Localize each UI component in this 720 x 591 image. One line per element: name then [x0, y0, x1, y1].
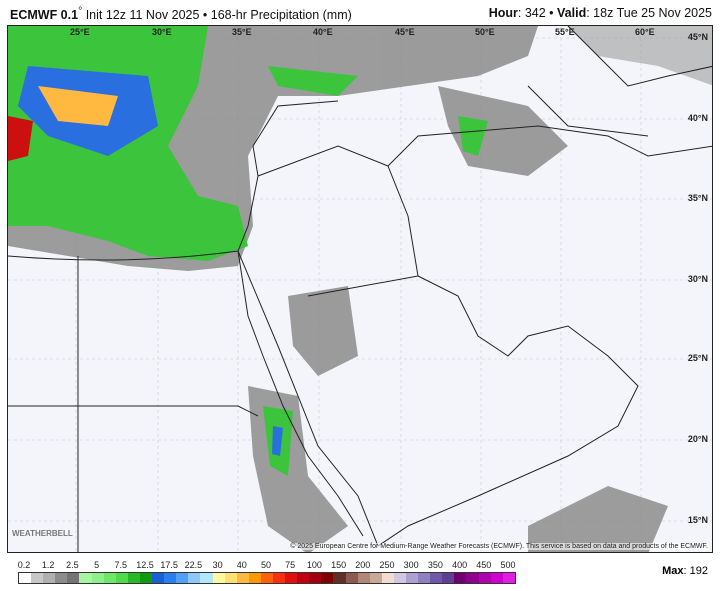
colorbar-swatch: [502, 573, 515, 583]
legend-tick-label: 50: [260, 560, 272, 570]
colorbar-swatch: [345, 573, 358, 583]
colorbar-swatch: [478, 573, 491, 583]
legend-tick-label: 250: [379, 560, 395, 570]
colorbar-swatch: [164, 573, 177, 583]
colorbar-swatch: [406, 573, 419, 583]
legend-tick-label: 22.5: [184, 560, 203, 570]
colorbar-swatch: [418, 573, 431, 583]
legend-tick-label: 17.5: [160, 560, 178, 570]
colorbar-swatch: [79, 573, 92, 583]
colorbar-swatch: [67, 573, 80, 583]
colorbar-swatch: [369, 573, 382, 583]
lon-label: 60°E: [635, 27, 655, 37]
colorbar-swatch: [285, 573, 298, 583]
lat-label: 20°N: [687, 434, 708, 444]
lon-label: 35°E: [232, 27, 252, 37]
colorbar-swatch: [490, 573, 503, 583]
colorbar-swatch: [188, 573, 201, 583]
max-number: : 192: [683, 565, 708, 577]
legend-tick-label: 150: [331, 560, 347, 570]
lon-label: 40°E: [313, 27, 333, 37]
colorbar-swatch: [297, 573, 310, 583]
map-title: ECMWF 0.1° Init 12z 11 Nov 2025 • 168-hr…: [10, 6, 352, 22]
max-value: Max: 192: [662, 565, 708, 577]
precipitation-map[interactable]: 25°E 30°E 35°E 40°E 45°E 50°E 55°E 60°E …: [7, 25, 713, 553]
valid-label: Valid: [557, 6, 587, 20]
lat-label: 30°N: [687, 274, 708, 284]
colorbar-swatch: [260, 573, 273, 583]
colorbar-swatch: [357, 573, 370, 583]
colorbar-swatch: [152, 573, 165, 583]
legend-tick-label: 500: [500, 560, 516, 570]
valid-info: Hour: 342 • Valid: 18z Tue 25 Nov 2025: [489, 6, 712, 20]
legend-tick-label: 30: [212, 560, 223, 570]
lon-label: 45°E: [395, 27, 415, 37]
colorbar-swatch: [454, 573, 467, 583]
lat-label: 25°N: [687, 353, 708, 363]
colorbar-swatch: [103, 573, 116, 583]
legend-ticks: 0.2 1.2 2.5 5 7.5 12.5 17.5 22.5 30 40 50 75 100 150 2…: [17, 560, 516, 572]
colorbar-swatch: [200, 573, 213, 583]
legend-tick-label: 350: [427, 560, 443, 570]
legend-tick-label: 75: [285, 560, 296, 570]
legend-tick-label: 12.5: [136, 560, 154, 570]
colorbar-swatch: [139, 573, 153, 583]
legend-tick-label: 2.5: [66, 560, 79, 570]
colorbar-swatch: [115, 573, 128, 583]
legend-tick-label: 1.2: [41, 560, 55, 570]
lon-label: 25°E: [70, 27, 90, 37]
colorbar-swatch: [466, 573, 479, 583]
legend-tick-label: 100: [306, 560, 322, 570]
legend-tick-label: 300: [403, 560, 419, 570]
lat-label: 40°N: [687, 113, 708, 123]
copyright-notice: © 2025 European Centre for Medium-Range …: [290, 543, 708, 550]
legend-tick-label: 0.2: [17, 560, 31, 570]
coastlines-borders: [8, 26, 712, 552]
legend-tick-label: 200: [355, 560, 371, 570]
colorbar-swatch: [91, 573, 104, 583]
lat-label: 15°N: [687, 515, 708, 525]
colorbar-swatch: [381, 573, 394, 583]
lat-label: 45°N: [687, 32, 708, 42]
colorbar-swatch: [43, 573, 56, 583]
colorbar-swatch: [333, 573, 346, 583]
valid-value: : 18z Tue 25 Nov 2025: [586, 6, 712, 20]
degree-sign: °: [78, 6, 83, 17]
max-label: Max: [662, 565, 684, 577]
colorbar-swatch: [309, 573, 322, 583]
hour-label: Hour: [488, 6, 518, 20]
map-graphic: [8, 26, 712, 552]
lon-label: 30°E: [152, 27, 172, 37]
colorbar-swatch: [176, 573, 189, 583]
lon-label: 50°E: [475, 27, 495, 37]
colorbar-swatch: [55, 573, 68, 583]
colorbar-swatch: [272, 573, 286, 583]
colorbar-swatch: [430, 573, 443, 583]
colorbar-swatch: [248, 573, 261, 583]
legend-tick-label: 5: [94, 560, 100, 570]
colorbar-swatch: [321, 573, 334, 583]
legend-tick-label: 7.5: [114, 560, 128, 570]
legend-tick-label: 400: [452, 560, 468, 570]
colorbar-swatch: [127, 573, 140, 583]
init-info: Init 12z 11 Nov 2025 • 168-hr Precipitat…: [82, 8, 352, 23]
model-name: ECMWF 0.1: [10, 8, 79, 23]
precip-colorbar: [18, 572, 516, 584]
colorbar-swatch: [19, 573, 32, 583]
colorbar-swatch: [442, 573, 455, 583]
legend-tick-label: 450: [476, 560, 492, 570]
lon-label: 55°E: [555, 27, 575, 37]
hour-value: : 342 •: [517, 6, 558, 20]
legend-tick-label: 40: [236, 560, 247, 570]
precip-heavy: [8, 66, 283, 456]
colorbar-swatch: [393, 573, 406, 583]
colorbar-swatch: [224, 573, 237, 583]
colorbar-swatch: [212, 573, 225, 583]
lat-label: 35°N: [687, 193, 708, 203]
colorbar-swatch: [31, 573, 44, 583]
colorbar-swatch: [236, 573, 249, 583]
weatherbell-logo: WEATHERBELL: [12, 529, 73, 538]
